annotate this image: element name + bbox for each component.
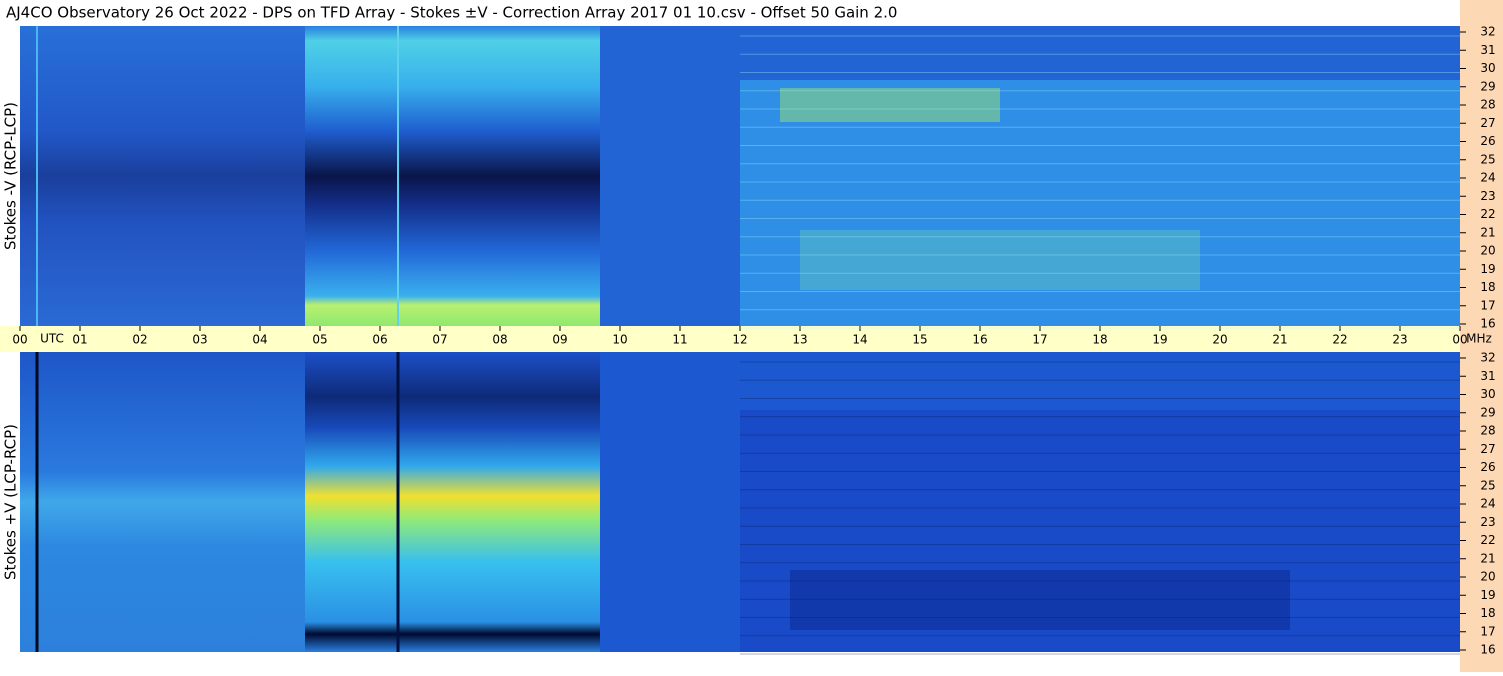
y-tick-label: 28 — [1480, 98, 1495, 112]
x-tick-label: 13 — [792, 333, 807, 347]
y-tick-label: 29 — [1480, 405, 1495, 419]
y-tick-label: 24 — [1480, 171, 1495, 185]
region — [780, 88, 1000, 122]
x-tick-label: 09 — [552, 333, 567, 347]
y-tick-label: 18 — [1480, 606, 1495, 620]
region — [305, 26, 600, 326]
x-tick-label: 12 — [732, 333, 747, 347]
y-tick-label: 25 — [1480, 478, 1495, 492]
x-tick-label: 19 — [1152, 333, 1167, 347]
x-tick-label: 15 — [912, 333, 927, 347]
x-tick-label: 21 — [1272, 333, 1287, 347]
y-tick-label: 32 — [1480, 25, 1495, 39]
y-tick-label: 31 — [1480, 43, 1495, 57]
ylabel-column — [0, 352, 20, 652]
y-tick-label: 16 — [1480, 317, 1495, 331]
y-tick-label: 20 — [1480, 570, 1495, 584]
x-tick-label: 08 — [492, 333, 507, 347]
region — [20, 26, 305, 326]
y-axis-label: Stokes +V (LCP-RCP) — [2, 424, 20, 580]
x-tick-label: 05 — [312, 333, 327, 347]
y-tick-label: 32 — [1480, 351, 1495, 365]
y-tick-label: 22 — [1480, 533, 1495, 547]
x-tick-label: 11 — [672, 333, 687, 347]
x-tick-label: 03 — [192, 333, 207, 347]
y-tick-label: 19 — [1480, 262, 1495, 276]
x-tick-label: 22 — [1332, 333, 1347, 347]
y-tick-label: 27 — [1480, 116, 1495, 130]
freq-unit: MHz — [1466, 332, 1492, 346]
y-tick-label: 30 — [1480, 387, 1495, 401]
x-tick-label: 20 — [1212, 333, 1227, 347]
region — [790, 570, 1290, 630]
x-tick-label: 06 — [372, 333, 387, 347]
y-tick-label: 31 — [1480, 369, 1495, 383]
x-tick-label: 10 — [612, 333, 627, 347]
x-tick-label: 07 — [432, 333, 447, 347]
y-tick-label: 19 — [1480, 588, 1495, 602]
x-tick-label: 00 — [12, 333, 27, 347]
x-tick-label: 00 — [1452, 333, 1467, 347]
x-tick-label: 14 — [852, 333, 867, 347]
ylabel-column — [0, 26, 20, 326]
y-tick-label: 27 — [1480, 442, 1495, 456]
y-tick-label: 23 — [1480, 515, 1495, 529]
title: AJ4CO Observatory 26 Oct 2022 - DPS on T… — [6, 4, 897, 22]
y-tick-label: 18 — [1480, 280, 1495, 294]
x-tick-label: 04 — [252, 333, 267, 347]
y-tick-label: 22 — [1480, 207, 1495, 221]
time-axis-bar — [0, 326, 1460, 352]
x-tick-label: 01 — [72, 333, 87, 347]
y-tick-label: 30 — [1480, 61, 1495, 75]
y-tick-label: 26 — [1480, 460, 1495, 474]
y-tick-label: 28 — [1480, 424, 1495, 438]
y-tick-label: 29 — [1480, 79, 1495, 93]
y-tick-label: 21 — [1480, 551, 1495, 565]
y-tick-label: 17 — [1480, 624, 1495, 638]
region — [800, 230, 1200, 290]
x-tick-label: 17 — [1032, 333, 1047, 347]
y-axis-label: Stokes -V (RCP-LCP) — [2, 102, 20, 250]
x-tick-label: 23 — [1392, 333, 1407, 347]
x-tick-label: 18 — [1092, 333, 1107, 347]
y-tick-label: 26 — [1480, 134, 1495, 148]
freq-axis-column — [1460, 0, 1503, 672]
y-tick-label: 23 — [1480, 189, 1495, 203]
y-tick-label: 20 — [1480, 244, 1495, 258]
region — [305, 352, 600, 652]
y-tick-label: 16 — [1480, 643, 1495, 657]
x-tick-label: 16 — [972, 333, 987, 347]
y-tick-label: 21 — [1480, 225, 1495, 239]
region — [20, 352, 305, 652]
y-tick-label: 17 — [1480, 298, 1495, 312]
y-tick-label: 24 — [1480, 497, 1495, 511]
x-tick-label: 02 — [132, 333, 147, 347]
y-tick-label: 25 — [1480, 152, 1495, 166]
x-axis-label: UTC — [40, 332, 64, 346]
